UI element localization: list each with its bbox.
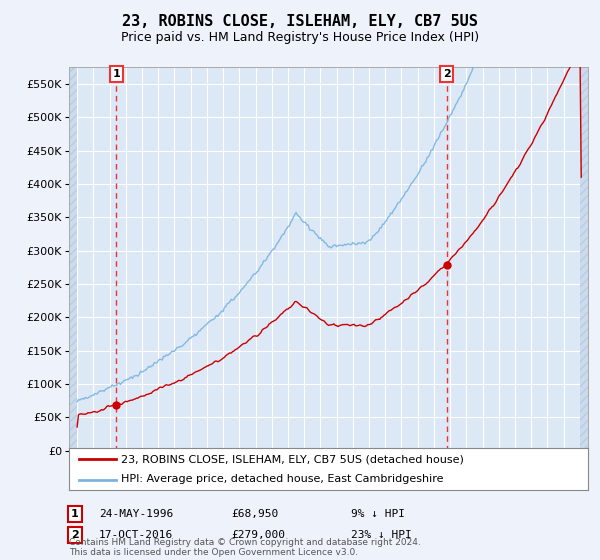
Text: 2: 2 xyxy=(443,69,451,79)
Bar xyxy=(580,67,588,451)
Text: Price paid vs. HM Land Registry's House Price Index (HPI): Price paid vs. HM Land Registry's House … xyxy=(121,31,479,44)
Text: HPI: Average price, detached house, East Cambridgeshire: HPI: Average price, detached house, East… xyxy=(121,474,443,484)
Text: 23% ↓ HPI: 23% ↓ HPI xyxy=(351,530,412,540)
Text: 9% ↓ HPI: 9% ↓ HPI xyxy=(351,509,405,519)
Bar xyxy=(69,67,77,451)
Text: 23, ROBINS CLOSE, ISLEHAM, ELY, CB7 5US: 23, ROBINS CLOSE, ISLEHAM, ELY, CB7 5US xyxy=(122,14,478,29)
Text: 23, ROBINS CLOSE, ISLEHAM, ELY, CB7 5US (detached house): 23, ROBINS CLOSE, ISLEHAM, ELY, CB7 5US … xyxy=(121,454,464,464)
Text: 24-MAY-1996: 24-MAY-1996 xyxy=(99,509,173,519)
Text: Contains HM Land Registry data © Crown copyright and database right 2024.
This d: Contains HM Land Registry data © Crown c… xyxy=(69,538,421,557)
Text: 1: 1 xyxy=(71,509,79,519)
Text: 17-OCT-2016: 17-OCT-2016 xyxy=(99,530,173,540)
Text: £68,950: £68,950 xyxy=(231,509,278,519)
Text: 2: 2 xyxy=(71,530,79,540)
Text: £279,000: £279,000 xyxy=(231,530,285,540)
Text: 1: 1 xyxy=(112,69,120,79)
